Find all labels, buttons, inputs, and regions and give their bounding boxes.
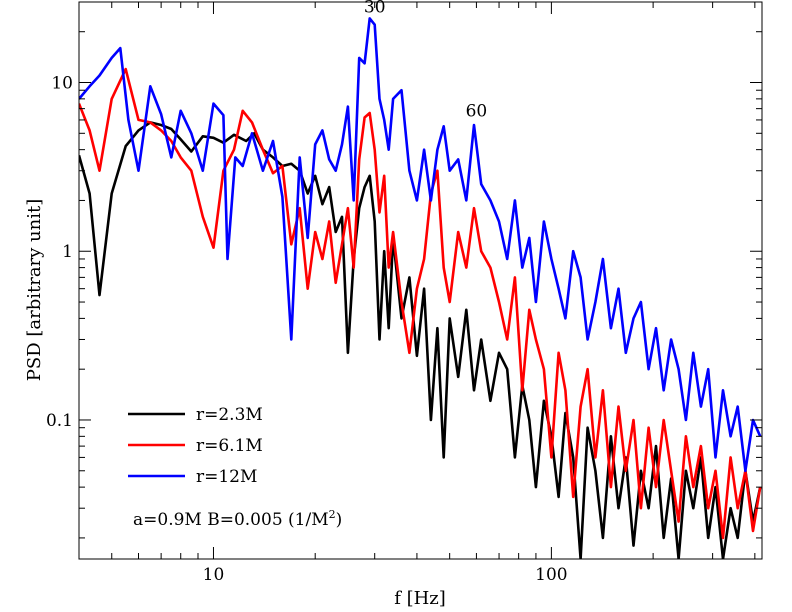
parameters-note-prefix: a=0.9M B=0.005 (1/M: [133, 510, 329, 530]
legend-label: r=12M: [196, 467, 257, 487]
y-tick-label: 0.1: [46, 411, 73, 431]
legend-label: r=2.3M: [196, 405, 263, 425]
peak-label: 30: [364, 0, 386, 17]
plot-frame: [78, 1, 763, 560]
y-tick-label: 1: [62, 242, 73, 262]
parameters-note-suffix: ): [336, 510, 343, 530]
plot-area: [79, 17, 762, 559]
parameters-note: a=0.9M B=0.005 (1/M2): [133, 508, 342, 530]
peak-annotations: 30 60: [364, 0, 487, 121]
parameters-note-superscript: 2: [329, 508, 336, 521]
x-axis-label: f [Hz]: [394, 588, 446, 609]
series-layer: [79, 17, 762, 559]
tick-marks: [78, 1, 762, 559]
legend-label: r=6.1M: [196, 436, 263, 456]
y-tick-label: 10: [51, 74, 73, 94]
series-line-r-6-1m: [79, 67, 762, 540]
legend: r=2.3M r=6.1M r=12M: [128, 405, 263, 487]
tick-labels: 10 100 0.1 1 10: [46, 74, 568, 585]
series-line-r-12m: [79, 17, 762, 473]
x-tick-label: 10: [203, 565, 225, 585]
peak-label: 60: [466, 101, 488, 121]
y-axis-label: PSD [arbitrary unit]: [24, 199, 45, 382]
x-tick-label: 100: [535, 565, 567, 585]
